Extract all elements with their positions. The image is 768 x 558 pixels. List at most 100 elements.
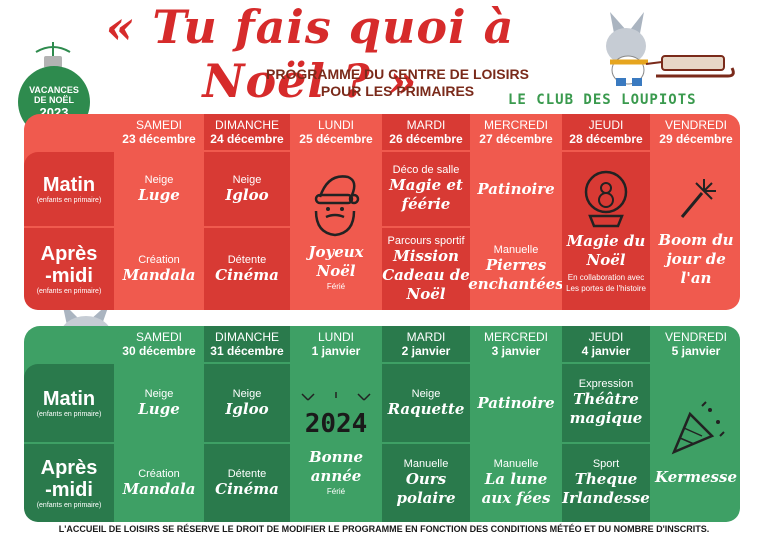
activity-name: Cinéma (215, 479, 279, 498)
week1-sat-morning: Neige Luge (116, 152, 202, 226)
header-date: 2 janvier (401, 343, 451, 358)
activity-name: Bonne année (308, 447, 364, 485)
activity-note: Férié (326, 486, 346, 496)
week2-header-tue: MARDI 2 janvier (382, 326, 470, 362)
week1-fri: Boom du jour de l'an (652, 152, 740, 310)
activity-name: Cinéma (215, 265, 279, 284)
activity-label: Neige (144, 173, 174, 186)
week1-header-fri: VENDREDI 29 décembre (652, 114, 740, 150)
header-date: 4 janvier (581, 343, 631, 358)
week1-wed-afternoon: Manuelle Pierres enchantées (468, 228, 564, 310)
ornament-cap (44, 56, 62, 68)
week2-sat-morning: Neige Luge (116, 364, 202, 442)
activity-note: Férié (326, 281, 346, 291)
activity-name: Luge (138, 399, 180, 418)
disclaimer: L'ACCUEIL DE LOISIRS SE RÉSERVE LE DROIT… (58, 524, 710, 534)
week2-header-mon: LUNDI 1 janvier (292, 326, 380, 362)
header-date: 29 décembre (659, 131, 733, 146)
year-2024: 2024 (304, 408, 368, 439)
activity-label: Neige (232, 387, 262, 400)
week1-tue-afternoon: Parcours sportif Mission Cadeau de Noël (382, 228, 470, 310)
activity-name: Théâtre magique (569, 390, 643, 427)
header-day: SAMEDI (135, 117, 182, 132)
week1-matin-label: Matin (enfants en primaire) (24, 152, 114, 226)
matin-sub: (enfants en primaire) (36, 196, 102, 204)
badge-line1: VACANCES (29, 84, 79, 95)
activity-name: Joyeux Noël (308, 242, 364, 280)
apres-title2: -midi (45, 478, 93, 501)
week2-header-sun: DIMANCHE 31 décembre (204, 326, 290, 362)
week1-tue-morning: Déco de salle Magie et féérie (382, 152, 470, 226)
activity-name: Pierres enchantées (468, 256, 564, 293)
header-day: DIMANCHE (214, 117, 279, 132)
header-day: VENDREDI (664, 117, 727, 132)
subtitle-line1: PROGRAMME DU CENTRE DE LOISIRS (266, 66, 529, 82)
fireworks-icon (301, 391, 371, 401)
subtitle: PROGRAMME DU CENTRE DE LOISIRS POUR LES … (255, 66, 540, 100)
activity-name: Magie du Noël (566, 232, 646, 269)
header-date: 27 décembre (479, 131, 553, 146)
apres-sub: (enfants en primaire) (36, 501, 102, 509)
activity-label: Neige (232, 173, 262, 186)
matin-sub: (enfants en primaire) (36, 410, 102, 418)
header-day: LUNDI (317, 117, 354, 132)
apres-title1: Après (40, 456, 98, 479)
week2-tue-morning: Neige Raquette (382, 364, 470, 442)
week1-sat-afternoon: Création Mandala (116, 228, 202, 310)
week1-header-sun: DIMANCHE 24 décembre (204, 114, 290, 150)
week2-sun-morning: Neige Igloo (204, 364, 290, 442)
header-date: 31 décembre (210, 343, 284, 358)
week2-matin-label: Matin (enfants en primaire) (24, 364, 114, 442)
week2-header-thu: JEUDI 4 janvier (562, 326, 650, 362)
week1-header-tue: MARDI 26 décembre (382, 114, 470, 150)
matin-title: Matin (42, 173, 96, 196)
week1-sun-morning: Neige Igloo (204, 152, 290, 226)
matin-title: Matin (42, 387, 96, 410)
header-date: 23 décembre (122, 131, 196, 146)
activity-label: Création (138, 253, 180, 266)
week1-header-thu: JEUDI 28 décembre (562, 114, 650, 150)
week1-header-sat: SAMEDI 23 décembre (116, 114, 202, 150)
activity-label: Création (138, 467, 180, 480)
activity-name: Mandala (122, 265, 196, 284)
sparkler-icon (680, 178, 716, 218)
week1-header-wed: MERCREDI 27 décembre (472, 114, 560, 150)
header-day: DIMANCHE (214, 329, 279, 344)
apres-sub: (enfants en primaire) (36, 287, 102, 295)
week2-wed-afternoon: Manuelle La lune aux fées (472, 444, 560, 522)
activity-label: Expression (578, 378, 634, 390)
activity-label: Manuelle (493, 244, 539, 256)
header-day: LUNDI (317, 329, 354, 344)
activity-name: Patinoire (477, 393, 555, 412)
week1-sun-afternoon: Détente Cinéma (204, 228, 290, 310)
activity-name: Mandala (122, 479, 196, 498)
activity-label: Manuelle (493, 458, 539, 470)
week2-fri: Kermesse (652, 364, 740, 522)
activity-name: Igloo (225, 185, 269, 204)
header-date: 24 décembre (210, 131, 284, 146)
activity-label: Déco de salle (392, 164, 460, 176)
header-date: 26 décembre (389, 131, 463, 146)
activity-name: Raquette (387, 399, 465, 418)
week2-header-wed: MERCREDI 3 janvier (472, 326, 560, 362)
header-day: MARDI (406, 329, 446, 344)
snow-globe-icon (584, 170, 628, 228)
week1-apres-label: Après -midi (enfants en primaire) (24, 228, 114, 310)
santa-icon (314, 174, 360, 236)
week2-thu-afternoon: Sport Theque Irlandesse (562, 444, 650, 522)
activity-note: En collaboration avec Les portes de l'hi… (566, 273, 646, 293)
header-day: VENDREDI (664, 329, 727, 344)
activity-name: Kermesse (654, 467, 737, 486)
week2-mon: 2024 Bonne année Férié (292, 364, 380, 522)
week1-mon: Joyeux Noël Férié (292, 152, 380, 310)
page-title: « Tu fais quoi à Noël ? » (105, 0, 515, 108)
week2-sat-afternoon: Création Mandala (116, 444, 202, 522)
header-date: 25 décembre (299, 131, 373, 146)
activity-name: Igloo (225, 399, 269, 418)
badge-line2: DE NOËL (33, 94, 74, 105)
header-day: JEUDI (588, 329, 624, 344)
activity-name: Luge (138, 185, 180, 204)
activity-name: Boom du jour de l'an (658, 230, 734, 287)
week2-wed-morning: Patinoire (472, 364, 560, 442)
header-day: MERCREDI (483, 329, 548, 344)
